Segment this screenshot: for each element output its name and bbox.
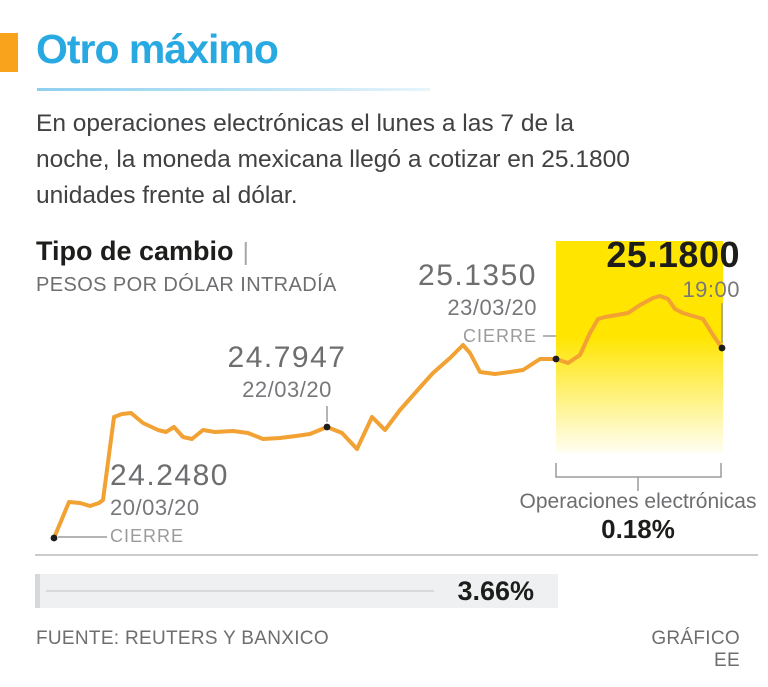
annotation-maximum-19-00: 25.1800 19:00 [556,234,740,303]
electronic-ops-percent: 0.18% [601,514,675,544]
chart-title: Tipo de cambio | [36,236,249,267]
source-credit: FUENTE: REUTERS Y BANXICO [36,628,329,649]
annotation-value: 24.2480 [110,459,229,492]
intro-paragraph: En operaciones electrónicas el lunes a l… [36,106,746,214]
annotation-note: CIERRE [110,526,185,546]
intro-line-3: unidades frente al dólar. [36,182,298,209]
bar-inner-line [46,590,434,592]
annotation-date: 22/03/20 [242,377,332,402]
annotation-time: 19:00 [682,277,740,302]
graphic-credit: GRÁFICO EE [651,628,740,671]
intro-line-1: En operaciones electrónicas el lunes a l… [36,110,574,137]
electronic-ops-label: Operaciones electrónicas [519,490,757,513]
annotation-note: CIERRE [462,326,537,346]
chart-title-divider: | [242,238,250,266]
intro-line-2: noche, la moneda mexicana llegó a cotiza… [36,146,630,173]
annotation-max-value: 25.1800 [606,234,740,275]
total-change-bar: 3.66% [35,574,558,608]
total-change-percent: 3.66% [457,576,534,606]
annotation-cierre-23-03: 25.1350 23/03/20 CIERRE [399,259,537,347]
chart-title-text: Tipo de cambio [36,236,234,266]
page-title: Otro máximo [36,26,279,72]
annotation-value: 24.7947 [227,341,347,374]
title-underline [37,88,430,91]
annotation-value: 25.1350 [418,259,537,292]
highlight-bracket [555,463,722,491]
annotation-cierre-20-03: 24.2480 20/03/20 CIERRE [110,459,229,547]
brand-orange-square [0,33,18,72]
annotation-22-03: 24.7947 22/03/20 [225,341,349,403]
section-divider [35,554,758,556]
bar-left-cap [35,574,40,608]
annotation-date: 20/03/20 [110,495,200,520]
chart-subtitle: PESOS POR DÓLAR INTRADÍA [36,274,337,296]
annotation-date: 23/03/20 [447,295,537,320]
